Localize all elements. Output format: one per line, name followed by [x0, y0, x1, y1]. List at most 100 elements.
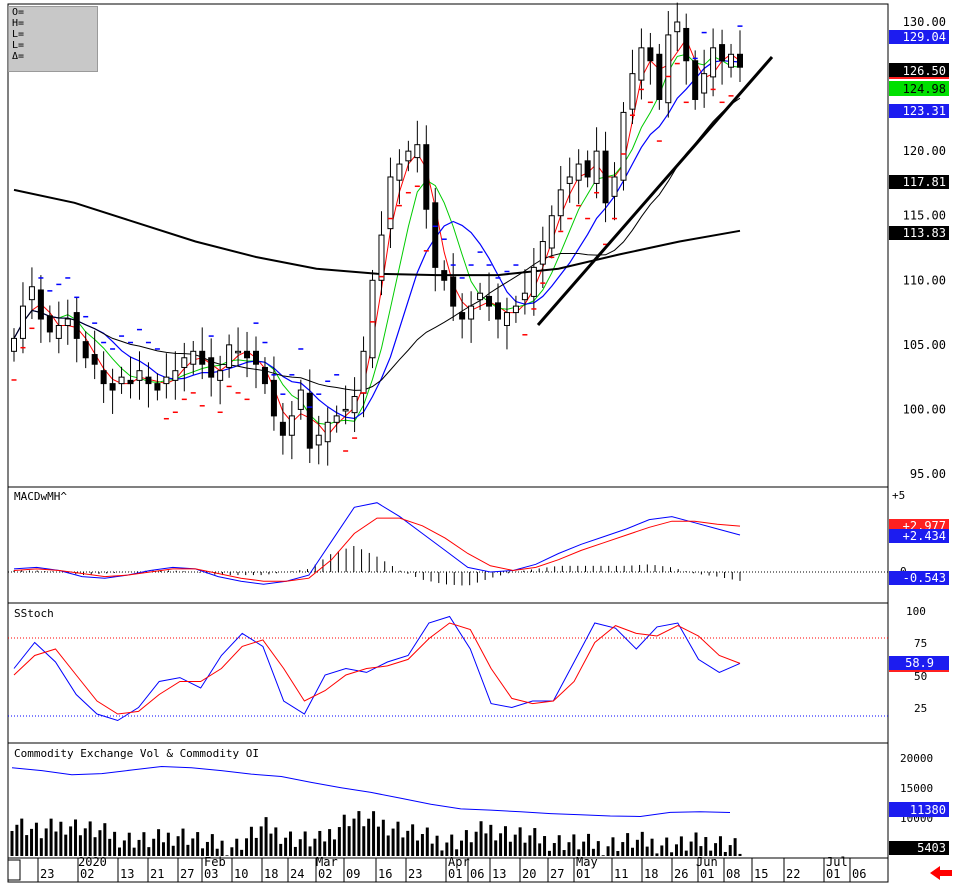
psar-dot: [253, 322, 259, 324]
candle: [270, 356, 277, 431]
x-day-label: 08: [726, 867, 740, 881]
volume-bar: [611, 837, 615, 856]
candle: [719, 29, 726, 85]
stoch-lines: [13, 615, 741, 722]
volume-bar: [684, 850, 688, 856]
candle: [306, 369, 313, 464]
candle: [73, 297, 80, 363]
psar-dot: [145, 341, 151, 344]
candle: [387, 157, 394, 248]
candle: [324, 407, 331, 466]
x-day-label: 01: [576, 867, 590, 881]
volume-bar: [69, 826, 73, 856]
volume-bar: [679, 836, 683, 856]
candle: [620, 102, 627, 191]
psar-dot: [719, 101, 725, 104]
candle: [46, 305, 53, 343]
candle: [629, 49, 636, 125]
candle: [656, 43, 663, 110]
volume-bar: [616, 851, 620, 856]
volume-bar: [132, 847, 136, 856]
volume-bar: [30, 828, 34, 856]
volume-bar: [396, 821, 400, 856]
stoch-title: SStoch: [14, 607, 54, 620]
volume-bar: [513, 834, 517, 856]
volume-bar: [533, 828, 537, 856]
psar-dot: [737, 25, 743, 27]
volume-bar: [235, 838, 239, 856]
candle: [665, 11, 672, 118]
volume-bar: [264, 817, 268, 856]
psar-dot: [352, 437, 358, 439]
candle: [495, 283, 501, 339]
volume-bar: [161, 842, 165, 856]
volume-label-vol: 5403: [889, 841, 949, 855]
stoch-label-value: 58.9: [889, 656, 949, 672]
volume-tick-15000: 15000: [900, 782, 933, 795]
candle: [512, 295, 519, 323]
svg-text:-0.543: -0.543: [903, 571, 946, 585]
x-month-label: Mar: [316, 855, 338, 869]
volume-bar: [284, 837, 288, 856]
candle: [190, 340, 197, 375]
volume-bar: [718, 836, 722, 856]
volume-bar: [332, 839, 336, 856]
volume-bar: [523, 842, 527, 856]
price-tick-label: 120.00: [903, 144, 946, 158]
psar-dot: [325, 380, 331, 383]
volume-bar: [20, 818, 24, 856]
candle: [226, 334, 233, 378]
volume-bar: [372, 811, 376, 856]
macd-title: MACDwMH^: [14, 490, 67, 503]
svg-text:113.83: 113.83: [903, 226, 946, 240]
volume-bar: [474, 831, 478, 856]
ma-black1-line: [13, 97, 741, 391]
psar-dot: [414, 185, 420, 188]
volume-label-oi: 11380: [889, 802, 949, 817]
x-day-label: 02: [80, 867, 94, 881]
volume-bar: [181, 828, 185, 856]
x-day-label: 01: [700, 867, 714, 881]
volume-bar: [460, 840, 464, 856]
candle: [557, 165, 564, 231]
price-label-psar: 129.04: [889, 30, 949, 44]
x-axis-panel[interactable]: [7, 857, 889, 883]
psar-dot: [83, 315, 89, 318]
candle: [208, 338, 215, 397]
ohlc-high: H=: [12, 18, 25, 29]
x-month-label: Jul: [826, 855, 848, 869]
svg-text:123.31: 123.31: [903, 104, 946, 118]
price-label-blue: 123.31: [889, 104, 949, 118]
psar-dot: [370, 321, 376, 323]
psar-dot: [20, 346, 26, 349]
left-arrow-icon[interactable]: [930, 866, 952, 880]
candle: [593, 127, 600, 199]
volume-bar: [455, 849, 459, 856]
candle: [503, 297, 510, 350]
candle: [575, 149, 582, 205]
candle: [638, 28, 645, 100]
volume-bar: [240, 849, 244, 856]
volume-bar: [650, 838, 654, 856]
volume-bar: [587, 833, 591, 856]
volume-bar: [728, 845, 732, 856]
x-day-label: 09: [346, 867, 360, 881]
candle: [19, 282, 26, 354]
candle: [683, 13, 690, 85]
volume-bar: [469, 842, 473, 856]
volume-bar: [562, 850, 566, 856]
scroll-left-handle[interactable]: [7, 859, 21, 881]
stoch-tick-100: 100: [906, 605, 926, 618]
psar-dot: [307, 406, 313, 408]
psar-dot: [361, 392, 367, 394]
psar-dot: [271, 374, 277, 376]
psar-dot: [316, 393, 322, 395]
volume-bar: [259, 826, 263, 856]
stoch-tick-50: 50: [914, 670, 927, 683]
price-label-black2: 113.83: [889, 226, 949, 240]
candle: [441, 260, 448, 291]
psar-dot: [226, 385, 232, 388]
candle: [342, 385, 349, 425]
volume-bar: [279, 843, 283, 856]
volume-bar: [386, 835, 390, 856]
